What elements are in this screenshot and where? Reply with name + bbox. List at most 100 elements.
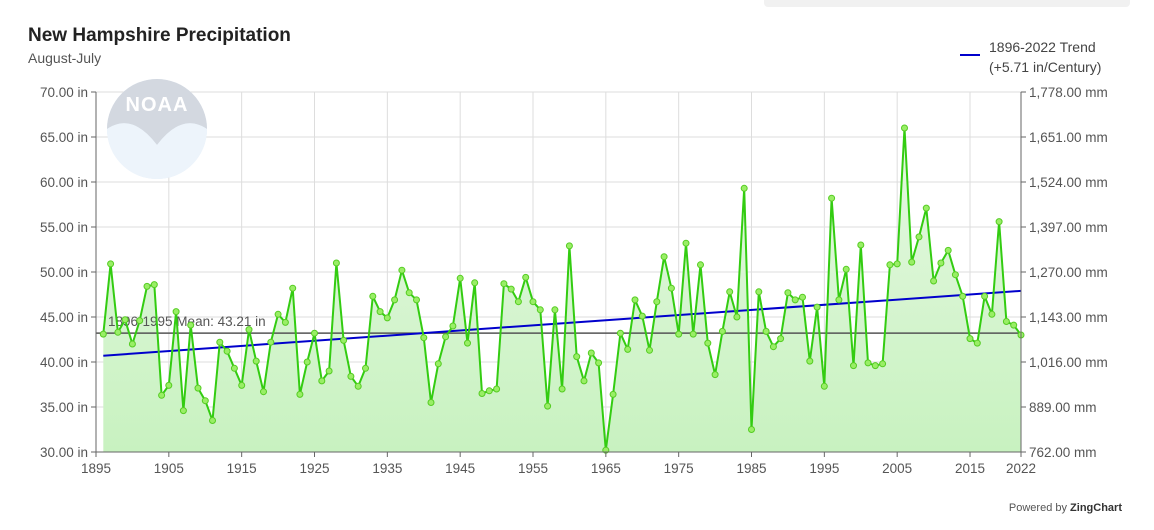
- data-point-1934[interactable]: [376, 308, 384, 316]
- data-point-1983[interactable]: [733, 313, 741, 321]
- data-point-1925[interactable]: [311, 329, 318, 337]
- data-point-1971[interactable]: [646, 346, 653, 354]
- data-point-1931[interactable]: [354, 382, 362, 390]
- data-point-1930[interactable]: [347, 372, 355, 380]
- data-point-1963[interactable]: [587, 349, 595, 357]
- data-point-1917[interactable]: [252, 357, 260, 365]
- data-point-2021[interactable]: [1010, 321, 1018, 329]
- powered-by-link[interactable]: Powered by ZingChart: [1009, 502, 1122, 514]
- data-point-1941[interactable]: [427, 399, 435, 406]
- data-point-2010[interactable]: [930, 277, 938, 285]
- data-point-1988[interactable]: [769, 343, 777, 351]
- data-point-1907[interactable]: [179, 407, 187, 415]
- data-point-1904[interactable]: [158, 391, 166, 399]
- data-point-1970[interactable]: [638, 312, 646, 320]
- chart-legend[interactable]: 1896-2022 Trend (+5.71 in/Century): [960, 37, 1101, 77]
- data-point-1913[interactable]: [223, 347, 231, 355]
- data-point-1972[interactable]: [653, 298, 661, 306]
- data-point-1940[interactable]: [420, 334, 428, 342]
- data-point-1984[interactable]: [740, 184, 748, 192]
- data-point-2002[interactable]: [871, 362, 879, 370]
- data-point-2012[interactable]: [944, 246, 952, 254]
- data-point-2011[interactable]: [937, 259, 945, 267]
- data-point-1936[interactable]: [391, 296, 399, 304]
- data-point-1959[interactable]: [558, 385, 566, 393]
- data-point-1994[interactable]: [813, 303, 821, 311]
- data-point-2014[interactable]: [959, 292, 967, 300]
- data-point-1956[interactable]: [536, 306, 544, 314]
- data-point-1992[interactable]: [799, 293, 806, 301]
- data-point-2013[interactable]: [951, 271, 959, 279]
- data-point-1944[interactable]: [449, 322, 457, 330]
- data-point-1953[interactable]: [514, 298, 522, 306]
- data-point-1915[interactable]: [238, 381, 246, 389]
- data-point-1980[interactable]: [711, 371, 719, 379]
- data-point-2020[interactable]: [1002, 318, 1010, 325]
- data-point-1923[interactable]: [296, 390, 304, 398]
- data-point-1999[interactable]: [850, 362, 857, 370]
- data-point-2003[interactable]: [879, 360, 887, 368]
- data-point-1912[interactable]: [216, 338, 224, 346]
- data-point-1981[interactable]: [718, 327, 726, 335]
- data-point-2016[interactable]: [973, 339, 981, 347]
- data-point-1928[interactable]: [332, 259, 340, 267]
- data-point-1899[interactable]: [121, 316, 129, 324]
- data-point-1951[interactable]: [500, 280, 508, 288]
- data-point-2000[interactable]: [857, 241, 865, 249]
- data-point-1993[interactable]: [806, 357, 814, 365]
- data-point-1926[interactable]: [318, 377, 326, 385]
- data-point-2015[interactable]: [966, 335, 974, 343]
- data-point-1946[interactable]: [464, 339, 471, 347]
- data-point-1935[interactable]: [383, 314, 391, 322]
- data-point-1948[interactable]: [478, 390, 486, 397]
- data-point-1954[interactable]: [522, 273, 530, 281]
- data-point-1979[interactable]: [704, 339, 712, 347]
- data-point-1908[interactable]: [187, 321, 195, 329]
- data-point-1952[interactable]: [507, 285, 515, 293]
- data-point-1978[interactable]: [697, 261, 704, 269]
- data-point-1932[interactable]: [362, 364, 369, 372]
- data-point-1924[interactable]: [303, 358, 311, 366]
- data-point-1914[interactable]: [230, 364, 238, 372]
- data-point-1985[interactable]: [748, 426, 755, 433]
- data-point-1996[interactable]: [828, 194, 836, 202]
- data-point-2007[interactable]: [908, 258, 916, 266]
- data-point-2009[interactable]: [922, 204, 930, 212]
- data-point-1966[interactable]: [609, 390, 617, 398]
- data-point-1960[interactable]: [565, 242, 573, 250]
- data-point-1955[interactable]: [529, 298, 537, 306]
- data-point-1968[interactable]: [624, 345, 632, 353]
- data-point-1903[interactable]: [150, 281, 158, 289]
- data-point-1945[interactable]: [456, 274, 464, 282]
- data-point-1967[interactable]: [616, 329, 624, 337]
- data-point-1947[interactable]: [471, 279, 479, 287]
- data-point-1920[interactable]: [274, 310, 282, 318]
- data-point-1989[interactable]: [777, 335, 785, 343]
- data-point-1986[interactable]: [755, 288, 763, 296]
- data-point-1906[interactable]: [172, 308, 180, 316]
- data-point-1897[interactable]: [107, 260, 115, 268]
- data-point-1927[interactable]: [325, 367, 333, 375]
- data-point-1950[interactable]: [493, 385, 501, 393]
- data-point-2001[interactable]: [864, 359, 872, 367]
- data-point-1957[interactable]: [544, 402, 552, 410]
- data-point-1982[interactable]: [726, 288, 734, 296]
- data-point-1933[interactable]: [369, 292, 377, 300]
- data-point-2017[interactable]: [981, 292, 989, 300]
- data-point-1998[interactable]: [842, 265, 850, 273]
- data-point-1991[interactable]: [791, 296, 799, 304]
- data-point-1976[interactable]: [682, 239, 690, 247]
- data-point-1973[interactable]: [660, 253, 668, 261]
- data-point-1949[interactable]: [485, 387, 493, 395]
- data-point-1942[interactable]: [434, 360, 442, 368]
- data-point-1997[interactable]: [835, 296, 843, 304]
- data-point-1898[interactable]: [114, 328, 122, 336]
- data-point-1929[interactable]: [340, 336, 348, 344]
- data-point-1902[interactable]: [143, 282, 151, 290]
- data-point-1969[interactable]: [631, 296, 639, 304]
- data-point-2006[interactable]: [901, 124, 908, 132]
- data-point-1921[interactable]: [281, 318, 289, 326]
- data-point-1990[interactable]: [784, 289, 792, 297]
- data-point-1975[interactable]: [675, 330, 683, 338]
- data-point-1977[interactable]: [689, 330, 697, 338]
